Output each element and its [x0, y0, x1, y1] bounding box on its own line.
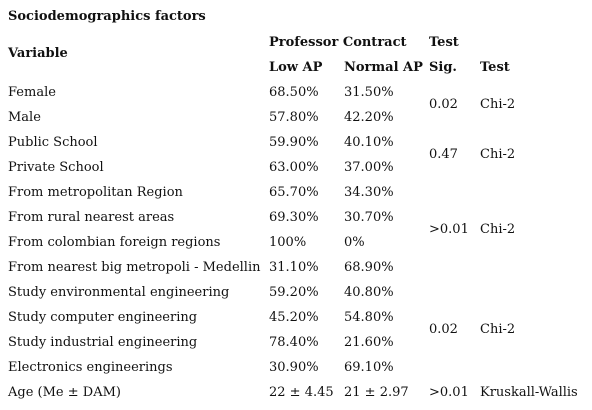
table-row: Female 68.50% 31.50%: [0, 85, 592, 110]
variable-cell: From metropolitan Region: [8, 185, 183, 200]
normal-ap-cell: 40.80%: [344, 285, 394, 300]
variable-cell: Electronics engineerings: [8, 360, 173, 375]
header-low-ap: Low AP: [269, 60, 323, 75]
normal-ap-cell: 54.80%: [344, 310, 394, 325]
table-row: Study industrial engineering 78.40% 21.6…: [0, 335, 592, 360]
variable-cell: Private School: [8, 160, 104, 175]
test-cell: Chi-2: [480, 322, 516, 337]
normal-ap-cell: 31.50%: [344, 85, 394, 100]
variable-cell: From colombian foreign regions: [8, 235, 221, 250]
table-row: From rural nearest areas 69.30% 30.70%: [0, 210, 592, 235]
table-row: From metropolitan Region 65.70% 34.30%: [0, 185, 592, 210]
test-cell: Chi-2: [480, 147, 516, 162]
variable-cell: Female: [8, 85, 56, 100]
sig-cell: 0.02: [429, 97, 458, 112]
table-row: From colombian foreign regions 100% 0%: [0, 235, 592, 260]
normal-ap-cell: 37.00%: [344, 160, 394, 175]
header-test-group: Test: [429, 35, 459, 50]
header-professor-contract: Professor Contract: [269, 35, 407, 50]
table-row: Private School 63.00% 37.00%: [0, 160, 592, 185]
header-normal-ap: Normal AP: [344, 60, 423, 75]
low-ap-cell: 31.10%: [269, 260, 319, 275]
variable-cell: Age (Me ± DAM): [8, 385, 121, 400]
table-row: Study computer engineering 45.20% 54.80%: [0, 310, 592, 335]
normal-ap-cell: 42.20%: [344, 110, 394, 125]
sig-cell: 0.47: [429, 147, 458, 162]
header-sig: Sig.: [429, 60, 457, 75]
normal-ap-cell: 69.10%: [344, 360, 394, 375]
table-row: Male 57.80% 42.20%: [0, 110, 592, 135]
low-ap-cell: 22 ± 4.45: [269, 385, 334, 400]
low-ap-cell: 100%: [269, 235, 307, 250]
variable-cell: Study environmental engineering: [8, 285, 230, 300]
sig-cell: >0.01: [429, 385, 469, 400]
normal-ap-cell: 0%: [344, 235, 365, 250]
low-ap-cell: 65.70%: [269, 185, 319, 200]
table-row: Study environmental engineering 59.20% 4…: [0, 285, 592, 310]
sig-cell: 0.02: [429, 322, 458, 337]
variable-cell: Public School: [8, 135, 98, 150]
variable-cell: Male: [8, 110, 41, 125]
table-row: Age (Me ± DAM) 22 ± 4.45 21 ± 2.97: [0, 385, 592, 410]
table-row: Public School 59.90% 40.10%: [0, 135, 592, 160]
table-row: From nearest big metropoli - Medellin 31…: [0, 260, 592, 285]
low-ap-cell: 78.40%: [269, 335, 319, 350]
sig-cell: >0.01: [429, 222, 469, 237]
low-ap-cell: 59.20%: [269, 285, 319, 300]
header-variable: Variable: [8, 46, 68, 61]
test-cell: Kruskall-Wallis: [480, 385, 578, 400]
low-ap-cell: 69.30%: [269, 210, 319, 225]
variable-cell: From nearest big metropoli - Medellin: [8, 260, 261, 275]
low-ap-cell: 30.90%: [269, 360, 319, 375]
low-ap-cell: 59.90%: [269, 135, 319, 150]
normal-ap-cell: 40.10%: [344, 135, 394, 150]
normal-ap-cell: 30.70%: [344, 210, 394, 225]
variable-cell: Study computer engineering: [8, 310, 198, 325]
low-ap-cell: 68.50%: [269, 85, 319, 100]
table-row: Electronics engineerings 30.90% 69.10%: [0, 360, 592, 385]
normal-ap-cell: 21 ± 2.97: [344, 385, 409, 400]
low-ap-cell: 45.20%: [269, 310, 319, 325]
test-cell: Chi-2: [480, 97, 516, 112]
table-title: Sociodemographics factors: [8, 9, 206, 24]
normal-ap-cell: 68.90%: [344, 260, 394, 275]
normal-ap-cell: 21.60%: [344, 335, 394, 350]
header-test: Test: [480, 60, 510, 75]
variable-cell: From rural nearest areas: [8, 210, 175, 225]
test-cell: Chi-2: [480, 222, 516, 237]
variable-cell: Study industrial engineering: [8, 335, 198, 350]
low-ap-cell: 63.00%: [269, 160, 319, 175]
low-ap-cell: 57.80%: [269, 110, 319, 125]
normal-ap-cell: 34.30%: [344, 185, 394, 200]
